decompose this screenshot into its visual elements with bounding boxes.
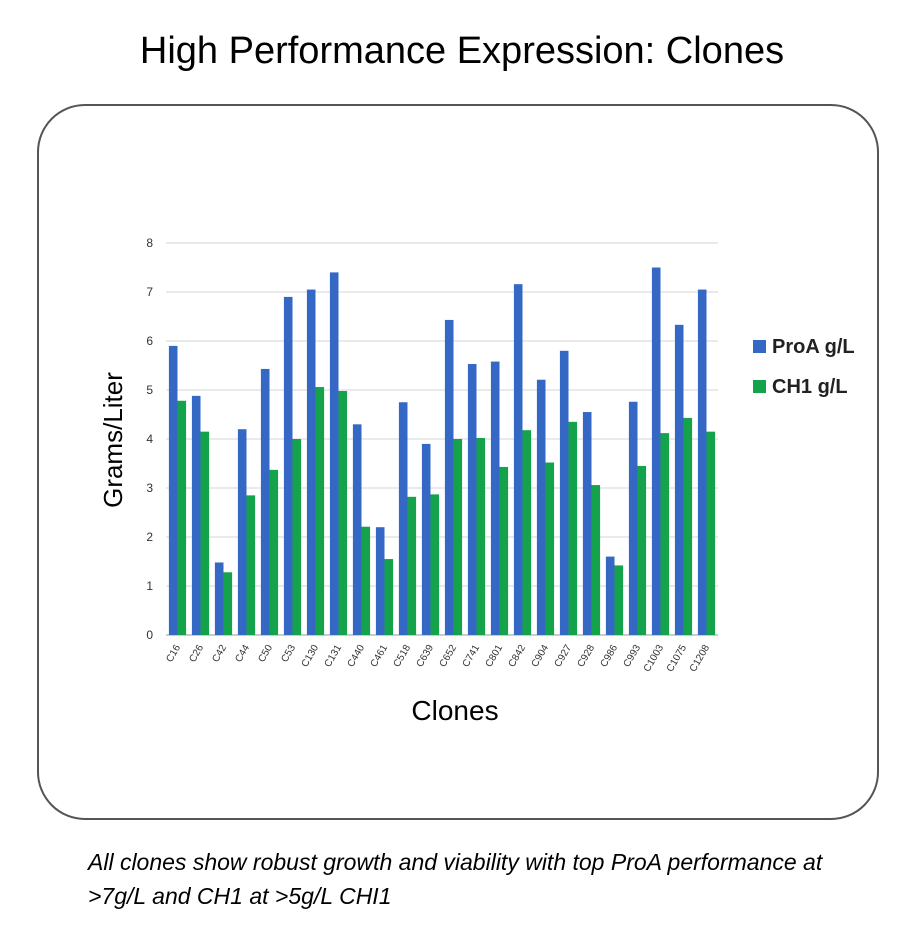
ch1-bar-c44 [246,495,256,635]
x-tick-label: C993 [622,643,644,670]
proa-bar-c1075 [674,324,684,635]
y-axis-label: Grams/Liter [98,372,128,508]
x-tick-label: C440 [346,643,368,670]
caption: All clones show robust growth and viabil… [88,849,823,909]
proa-bar-c16 [168,345,178,635]
proa-bar-c928 [582,412,592,635]
y-tick-label: 8 [146,236,153,250]
y-tick-label: 2 [146,530,153,544]
ch1-bar-c1003 [660,433,670,635]
ch1-bar-c50 [269,469,279,635]
proa-bar-c130 [306,289,316,635]
proa-bar-c741 [467,364,477,635]
proa-bar-c1003 [651,267,661,635]
ch1-bar-c741 [476,438,486,635]
x-tick-label: C1003 [642,643,666,674]
ch1-bar-c440 [361,526,371,635]
ch1-bar-c928 [591,485,601,635]
proa-bar-c131 [329,272,339,635]
ch1-legend-swatch [753,380,766,393]
ch1-bar-c461 [384,559,394,635]
y-tick-label: 4 [146,432,153,446]
y-tick-label: 5 [146,383,153,397]
ch1-bar-c993 [637,465,647,635]
x-tick-label: C518 [392,643,414,670]
x-tick-label: C26 [187,643,206,665]
proa-bar-c842 [513,284,523,635]
ch1-bar-c1208 [706,431,716,635]
x-tick-label: C639 [415,643,437,670]
gridlines [166,242,718,636]
x-tick-label: C928 [576,643,598,670]
ch1-bar-c518 [407,496,417,635]
proa-bar-c986 [605,556,615,635]
x-tick-label: C1075 [665,643,689,674]
x-tick-label: C927 [553,643,575,670]
ch1-bar-c42 [223,572,233,635]
x-tick-label: C801 [484,643,506,670]
ch1-legend-label: CH1 g/L [772,376,848,398]
x-tick-label: C16 [164,643,183,665]
x-tick-label: C1208 [688,643,712,674]
ch1-bar-c1075 [683,417,693,635]
proa-bar-c904 [536,379,546,635]
proa-bar-c652 [444,319,454,635]
ch1-bar-c26 [200,431,210,635]
proa-bar-c639 [421,443,431,635]
y-tick-label: 6 [146,334,153,348]
x-tick-label: C741 [461,643,483,670]
y-tick-label: 1 [146,579,153,593]
ch1-bar-c639 [430,494,440,635]
proa-bar-c53 [283,296,293,635]
x-tick-label: C842 [507,643,529,670]
x-tick-labels: C16 C26 C42 C44 C50 C53 C130 C131 C440 C461 C518 C6… [164,643,712,674]
y-tick-labels: 0 1 2 3 4 5 6 7 8 [146,236,153,642]
y-tick-label: 0 [146,628,153,642]
proa-bar-c461 [375,527,385,635]
ch1-bar-c986 [614,565,624,635]
x-tick-label: C53 [279,643,298,665]
proa-bar-c801 [490,361,500,635]
ch1-bar-c842 [522,430,532,635]
proa-legend-swatch [753,340,766,353]
y-tick-label: 7 [146,285,153,299]
x-tick-label: C130 [300,643,322,670]
ch1-bar-c927 [568,421,578,635]
ch1-bar-c652 [453,439,463,635]
proa-bar-c44 [237,429,247,635]
x-axis-label: Clones [411,695,498,726]
proa-bar-c26 [191,395,201,635]
ch1-bar-c53 [292,439,302,635]
ch1-bar-c130 [315,387,325,635]
chart-frame [37,104,879,820]
ch1-bar-c16 [177,400,187,635]
bars [168,267,716,635]
ch1-bar-c801 [499,466,509,635]
x-tick-label: C904 [530,643,552,670]
x-tick-label: C986 [599,643,621,670]
y-tick-label: 3 [146,481,153,495]
proa-bar-c1208 [697,289,707,635]
proa-legend-label: ProA g/L [772,336,855,358]
x-tick-label: C652 [438,643,460,670]
proa-bar-c440 [352,424,362,635]
x-tick-label: C50 [256,643,275,665]
page-title: High Performance Expression: Clones [139,30,785,72]
ch1-bar-c904 [545,462,555,635]
x-tick-label: C44 [233,643,252,665]
ch1-bar-c131 [338,390,348,635]
x-tick-label: C131 [323,643,345,670]
proa-bar-c993 [628,401,638,635]
proa-bar-c50 [260,368,270,635]
x-tick-label: C461 [369,643,391,670]
legend: ProA g/L CH1 g/L [753,336,855,398]
proa-bar-c42 [214,562,224,635]
proa-bar-c518 [398,402,408,635]
x-tick-label: C42 [210,643,229,665]
proa-bar-c927 [559,350,569,635]
